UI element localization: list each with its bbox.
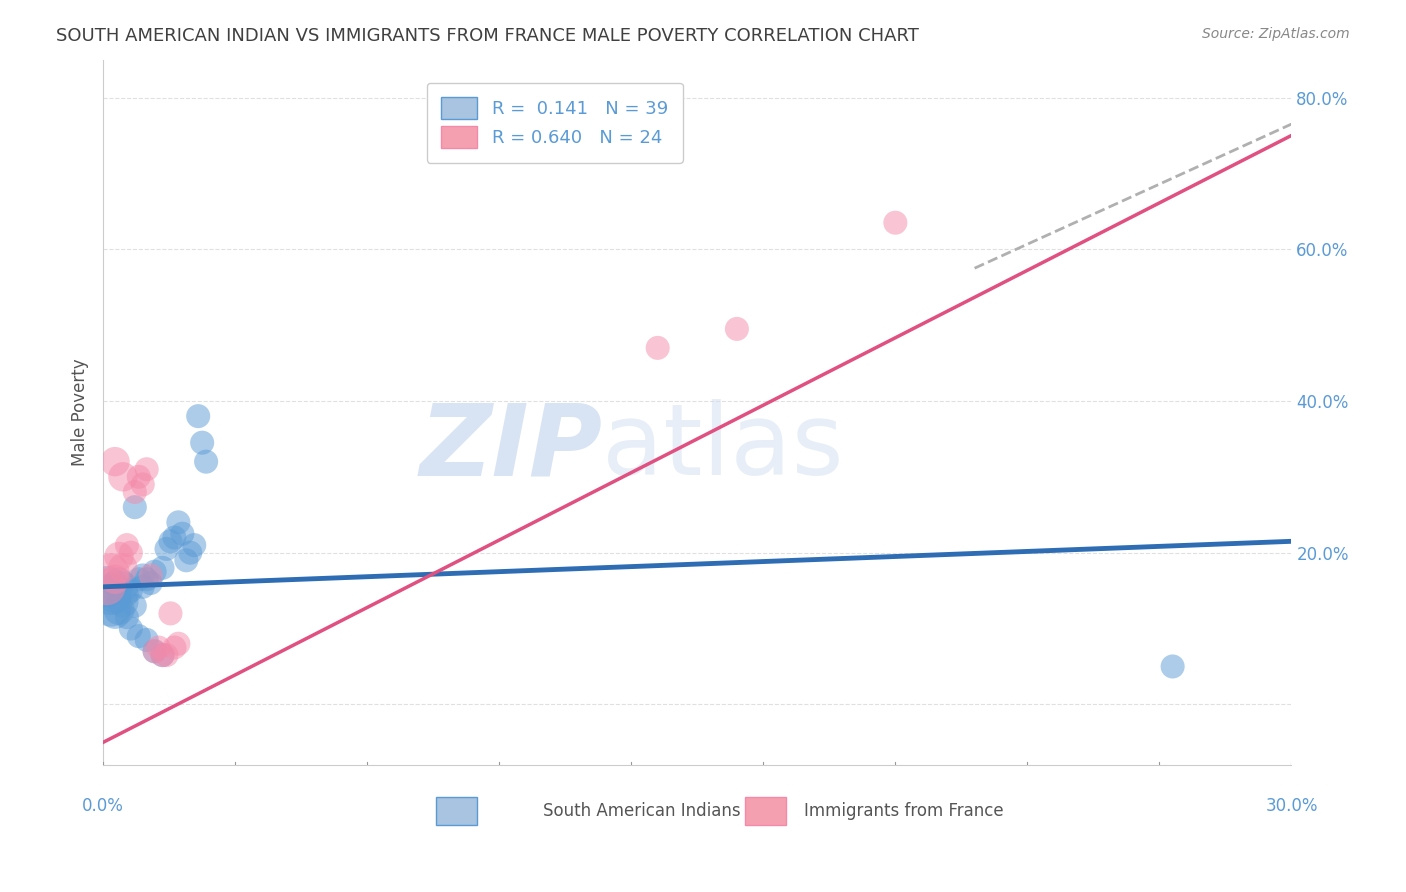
Point (132, 580, 155, 594)
Point (725, 322, 748, 336)
Point (96, 580, 118, 594)
Point (120, 546, 142, 560)
Text: SOUTH AMERICAN INDIAN VS IMMIGRANTS FROM FRANCE MALE POVERTY CORRELATION CHART: SOUTH AMERICAN INDIAN VS IMMIGRANTS FROM… (56, 27, 920, 45)
Text: South American Indians: South American Indians (543, 802, 741, 820)
Point (111, 580, 134, 594)
Point (108, 549, 131, 564)
Point (108, 576, 131, 591)
Point (135, 632, 157, 647)
Text: atlas: atlas (602, 399, 844, 496)
Point (100, 565, 122, 579)
Point (191, 435, 214, 450)
Point (183, 538, 205, 552)
Point (104, 591, 127, 606)
Point (152, 561, 174, 575)
Point (115, 587, 138, 601)
Point (167, 516, 190, 530)
Point (143, 565, 166, 579)
Text: 30.0%: 30.0% (1265, 797, 1317, 815)
Point (139, 568, 162, 582)
Point (132, 568, 155, 582)
Point (124, 599, 146, 613)
Point (152, 648, 174, 662)
Point (100, 587, 122, 601)
Point (163, 640, 186, 655)
FancyBboxPatch shape (745, 797, 786, 825)
Legend: R =  0.141   N = 39, R = 0.640   N = 24: R = 0.141 N = 39, R = 0.640 N = 24 (427, 83, 682, 163)
Point (120, 622, 142, 636)
Point (111, 561, 134, 575)
Text: Immigrants from France: Immigrants from France (804, 802, 1004, 820)
Point (143, 644, 166, 658)
Point (104, 580, 127, 594)
Point (148, 640, 170, 655)
Point (143, 644, 166, 658)
Text: ZIP: ZIP (419, 399, 602, 496)
Point (647, 341, 669, 355)
Point (139, 576, 162, 591)
Point (179, 546, 201, 560)
Point (135, 572, 157, 586)
Point (195, 455, 218, 469)
Text: 0.0%: 0.0% (82, 797, 124, 815)
Point (135, 462, 157, 476)
Point (115, 538, 138, 552)
Point (176, 553, 198, 567)
Point (159, 607, 181, 621)
Text: Source: ZipAtlas.com: Source: ZipAtlas.com (1202, 27, 1350, 41)
Point (1161, 659, 1184, 673)
Point (155, 648, 177, 662)
Point (111, 595, 134, 609)
Point (167, 637, 190, 651)
Point (120, 583, 142, 598)
Point (128, 470, 150, 484)
FancyBboxPatch shape (436, 797, 478, 825)
Point (163, 531, 186, 545)
Point (104, 455, 127, 469)
Point (96, 580, 118, 594)
Point (108, 602, 131, 616)
Point (124, 500, 146, 515)
Point (111, 470, 134, 484)
Point (187, 409, 209, 424)
Point (104, 572, 127, 586)
Point (100, 599, 122, 613)
Point (115, 610, 138, 624)
Point (124, 485, 146, 500)
Point (128, 572, 150, 586)
Point (172, 526, 194, 541)
Y-axis label: Male Poverty: Male Poverty (72, 359, 89, 467)
Point (884, 216, 907, 230)
Point (132, 477, 155, 491)
Point (159, 534, 181, 549)
Point (152, 648, 174, 662)
Point (128, 629, 150, 643)
Point (104, 607, 127, 621)
Point (155, 541, 177, 556)
